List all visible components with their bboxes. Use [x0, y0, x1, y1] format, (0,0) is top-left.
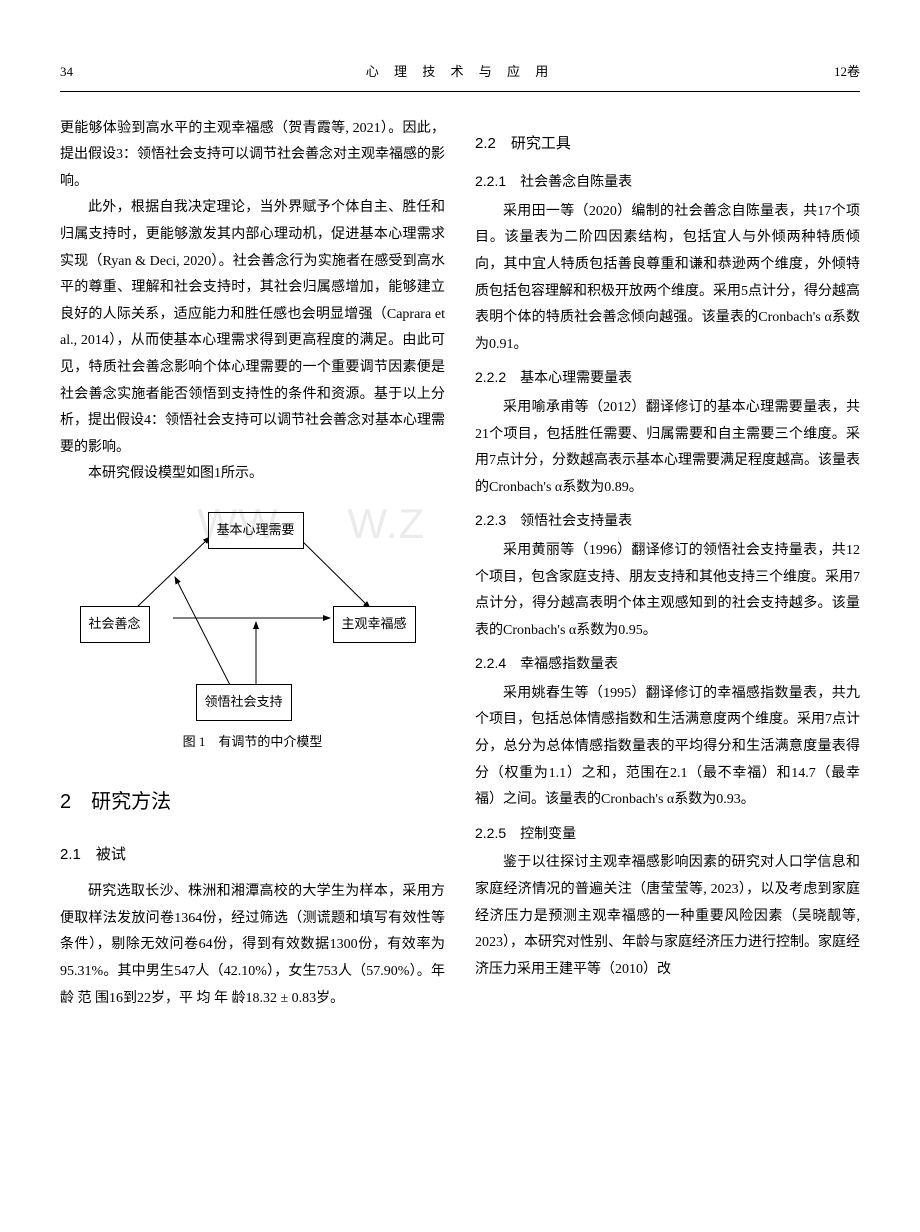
- paragraph: 采用田一等（2020）编制的社会善念自陈量表，共17个项目。该量表为二阶四因素结…: [475, 199, 860, 359]
- diagram-node-left: 社会善念: [80, 606, 150, 643]
- paragraph: 采用姚春生等（1995）翻译修订的幸福感指数量表，共九个项目，包括总体情感指数和…: [475, 681, 860, 814]
- paragraph: 更能够体验到高水平的主观幸福感（贺青霞等, 2021）。因此，提出假设3：领悟社…: [60, 116, 445, 196]
- left-column: 更能够体验到高水平的主观幸福感（贺青霞等, 2021）。因此，提出假设3：领悟社…: [60, 116, 445, 1012]
- section-heading-2: 2 研究方法: [60, 783, 445, 821]
- page-header: 34 心 理 技 术 与 应 用 12卷: [60, 60, 860, 92]
- mediation-model-diagram: WW W.Z 基本心理需要 社会善念: [68, 502, 438, 722]
- section-heading-2-2: 2.2 研究工具: [475, 130, 860, 159]
- journal-name: 心 理 技 术 与 应 用: [120, 60, 800, 85]
- right-column: 2.2 研究工具 2.2.1 社会善念自陈量表 采用田一等（2020）编制的社会…: [475, 116, 860, 1012]
- paragraph: 此外，根据自我决定理论，当外界赋予个体自主、胜任和归属支持时，更能够激发其内部心…: [60, 195, 445, 461]
- diagram-node-right: 主观幸福感: [333, 606, 416, 643]
- content-columns: 更能够体验到高水平的主观幸福感（贺青霞等, 2021）。因此，提出假设3：领悟社…: [60, 116, 860, 1012]
- diagram-node-top: 基本心理需要: [208, 512, 304, 549]
- volume-number: 12卷: [800, 60, 860, 85]
- section-heading-2-1: 2.1 被试: [60, 841, 445, 870]
- section-heading-2-2-2: 2.2.2 基本心理需要量表: [475, 364, 860, 391]
- section-heading-2-2-5: 2.2.5 控制变量: [475, 820, 860, 847]
- paragraph: 本研究假设模型如图1所示。: [60, 461, 445, 488]
- page-number: 34: [60, 60, 120, 85]
- section-heading-2-2-3: 2.2.3 领悟社会支持量表: [475, 507, 860, 534]
- paragraph: 鉴于以往探讨主观幸福感影响因素的研究对人口学信息和家庭经济情况的普遍关注（唐莹莹…: [475, 850, 860, 983]
- diagram-node-bottom: 领悟社会支持: [196, 684, 292, 721]
- paragraph: 采用黄丽等（1996）翻译修订的领悟社会支持量表，共12个项目，包含家庭支持、朋…: [475, 538, 860, 644]
- paragraph: 研究选取长沙、株洲和湘潭高校的大学生为样本，采用方便取样法发放问卷1364份，经…: [60, 879, 445, 1012]
- paragraph: 采用喻承甫等（2012）翻译修订的基本心理需要量表，共21个项目，包括胜任需要、…: [475, 395, 860, 501]
- section-heading-2-2-1: 2.2.1 社会善念自陈量表: [475, 168, 860, 195]
- section-heading-2-2-4: 2.2.4 幸福感指数量表: [475, 650, 860, 677]
- figure-caption: 图 1 有调节的中介模型: [60, 730, 445, 755]
